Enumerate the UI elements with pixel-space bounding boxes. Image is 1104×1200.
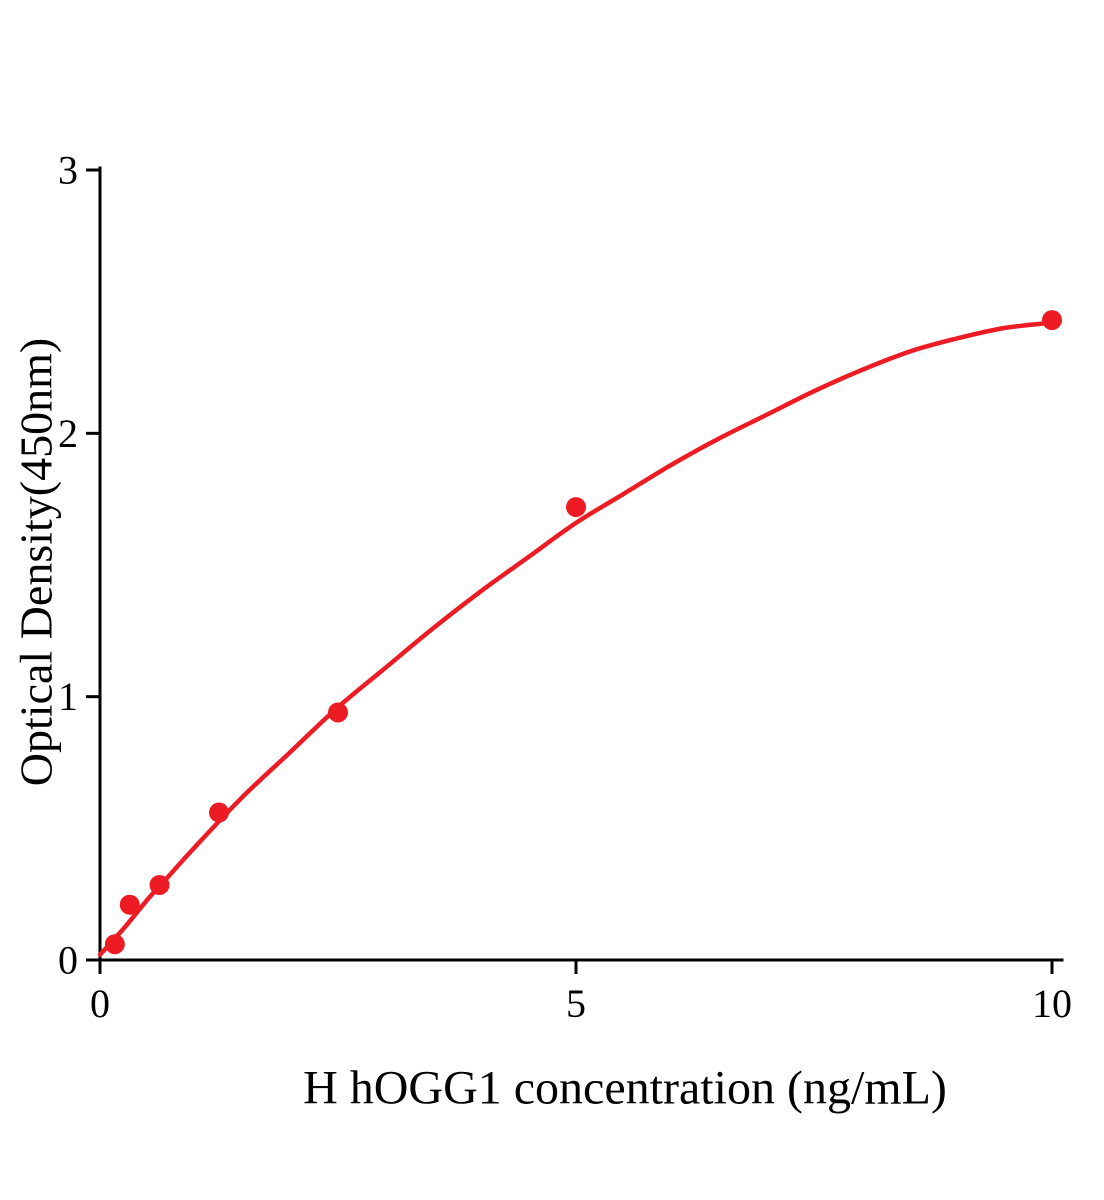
y-tick-label: 2	[58, 411, 78, 456]
x-axis-title: H hOGG1 concentration (ng/mL)	[303, 1061, 947, 1115]
fit-curve	[97, 320, 1055, 957]
data-point	[209, 802, 229, 823]
data-point	[104, 934, 125, 955]
y-axis-title: Optical Density(450nm)	[10, 337, 62, 787]
x-tick-label: 0	[90, 981, 110, 1026]
y-tick-label: 3	[58, 148, 78, 193]
data-point	[119, 894, 140, 915]
x-tick-label: 10	[1032, 981, 1072, 1026]
y-tick-label: 1	[58, 674, 78, 719]
data-point	[149, 874, 170, 895]
data-point	[566, 497, 586, 518]
data-point	[328, 702, 348, 723]
y-tick-label: 0	[58, 938, 78, 983]
data-point	[1042, 310, 1062, 331]
x-tick-label: 5	[566, 981, 586, 1026]
